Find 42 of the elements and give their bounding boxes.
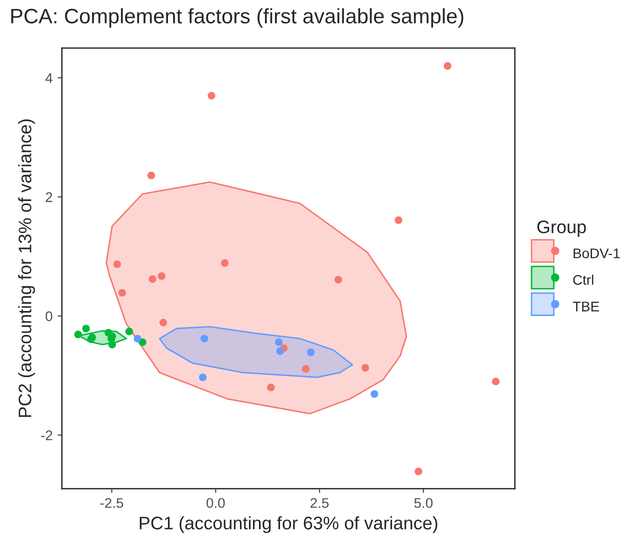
point (108, 340, 116, 348)
legend-label: Ctrl (573, 274, 594, 285)
point (74, 330, 82, 338)
chart-title: PCA: Complement factors (first available sample) (11, 8, 464, 28)
point (220, 259, 229, 267)
legend-title: Group (537, 220, 586, 237)
point (414, 468, 422, 476)
point (267, 384, 275, 392)
x-axis-title: PC1 (accounting for 63% of variance) (140, 516, 438, 534)
x-tick-label: -2.5 (100, 498, 124, 508)
point (158, 272, 166, 280)
y-tick-label: 4 (45, 73, 52, 83)
point (302, 365, 310, 373)
point (200, 334, 208, 342)
point (118, 288, 126, 297)
point (134, 334, 142, 342)
point (394, 216, 402, 224)
y-tick-label: 0 (46, 311, 52, 322)
legend-label: BoDV-1 (574, 248, 620, 258)
point (492, 378, 500, 386)
y-axis-title: PC2 (accounting for 13% of variance) (18, 119, 35, 417)
point (361, 364, 370, 372)
point (159, 318, 168, 326)
point (370, 390, 378, 398)
x-tick-label: 2.5 (310, 498, 329, 508)
point (148, 275, 156, 283)
x-tick-label: 5.0 (414, 498, 433, 508)
point (125, 328, 134, 336)
point (307, 348, 315, 356)
point (82, 324, 90, 332)
point (113, 260, 121, 268)
point (198, 374, 207, 382)
point (444, 62, 452, 70)
x-tick-label: 0.0 (206, 498, 225, 508)
point (275, 338, 283, 346)
point (276, 347, 284, 355)
y-tick-label: 2 (46, 192, 52, 202)
point (147, 172, 156, 180)
legend-label: TBE (572, 302, 599, 312)
point (208, 92, 216, 100)
point (334, 276, 342, 284)
y-tick-label: -2 (41, 430, 52, 440)
